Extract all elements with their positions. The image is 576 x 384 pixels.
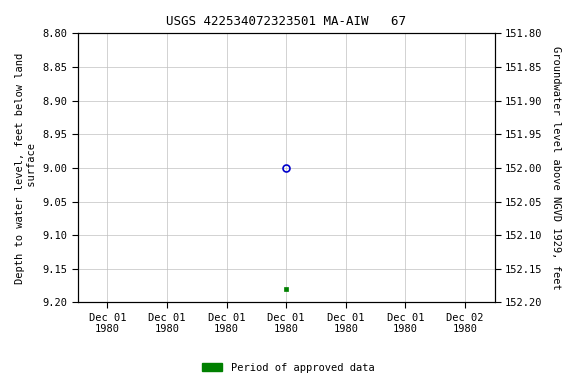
Y-axis label: Groundwater level above NGVD 1929, feet: Groundwater level above NGVD 1929, feet (551, 46, 561, 290)
Title: USGS 422534072323501 MA-AIW   67: USGS 422534072323501 MA-AIW 67 (166, 15, 406, 28)
Legend: Period of approved data: Period of approved data (198, 359, 378, 377)
Y-axis label: Depth to water level, feet below land
 surface: Depth to water level, feet below land su… (15, 52, 37, 283)
